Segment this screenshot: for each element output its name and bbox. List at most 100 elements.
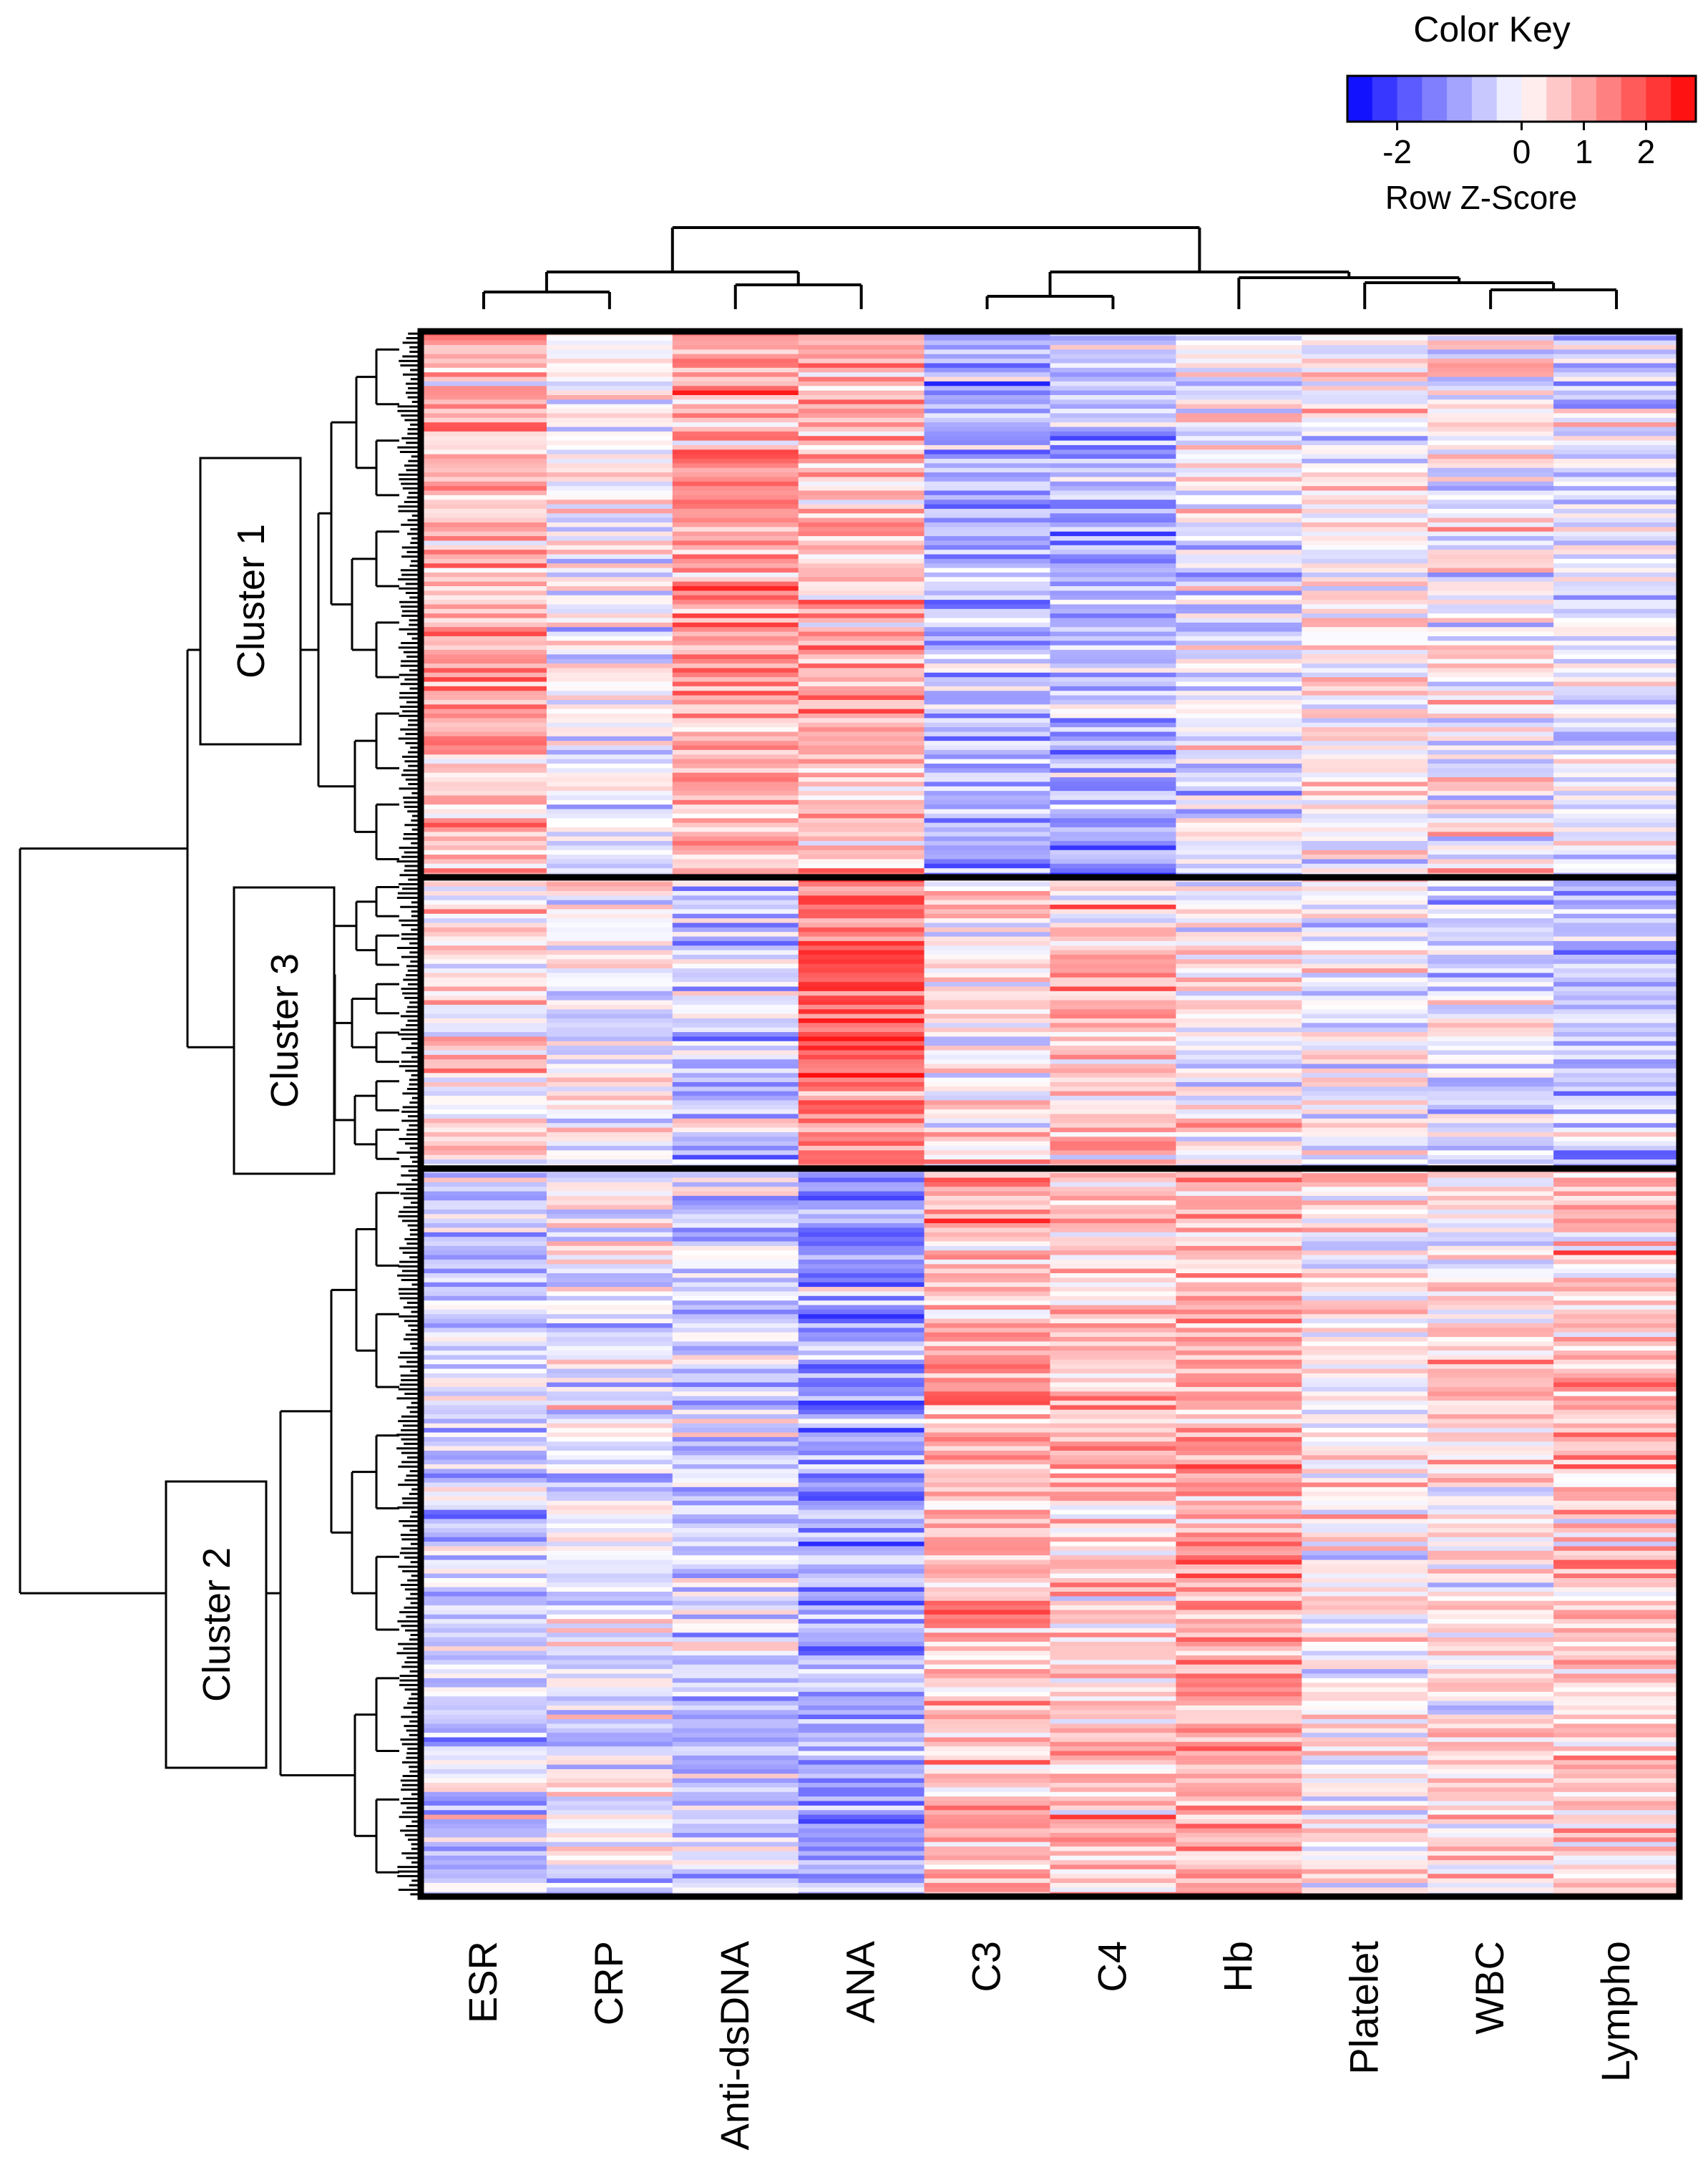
heatmap-cell [1553, 1318, 1680, 1324]
heatmap-cell [1302, 618, 1428, 623]
heatmap-cell [798, 1528, 925, 1533]
heatmap-cell [1302, 495, 1428, 500]
heatmap-cell [546, 1542, 673, 1547]
heatmap-cell [798, 791, 925, 797]
heatmap-cell [672, 1282, 799, 1288]
heatmap-cell [1302, 1796, 1428, 1802]
heatmap-cell [1302, 1300, 1428, 1306]
color-key-ticks: -2 0 1 2 [1382, 122, 1655, 170]
heatmap-cell [546, 1810, 673, 1816]
heatmap-cell [798, 909, 925, 915]
heatmap-cell [421, 354, 547, 359]
heatmap-cell [798, 986, 925, 992]
heatmap-cell [672, 663, 799, 669]
heatmap-cell [924, 1182, 1051, 1187]
heatmap-cell [1302, 1632, 1428, 1638]
heatmap-cell [1050, 608, 1176, 614]
heatmap-cell [672, 1455, 799, 1461]
heatmap-cell [1176, 345, 1302, 351]
heatmap-cell [672, 372, 799, 378]
heatmap-cell [421, 436, 547, 442]
heatmap-cell [1176, 372, 1302, 378]
heatmap-cell [924, 444, 1051, 450]
heatmap-cell [1176, 590, 1302, 596]
heatmap-cell [1553, 1819, 1680, 1824]
heatmap-cell [1302, 1473, 1428, 1479]
heatmap-cell [924, 386, 1051, 391]
heatmap-cell [546, 1073, 673, 1079]
heatmap-cell [1553, 804, 1680, 810]
heatmap-cell [1428, 1869, 1554, 1874]
heatmap-cell [672, 932, 799, 938]
heatmap-cell [798, 522, 925, 527]
heatmap-cell [672, 1532, 799, 1538]
heatmap-cell [672, 827, 799, 832]
heatmap-cell [672, 444, 799, 450]
heatmap-cell [546, 1177, 673, 1183]
heatmap-cell [1302, 636, 1428, 641]
heatmap-cell [1553, 890, 1680, 896]
heatmap-cell [798, 440, 925, 446]
heatmap-cell [1302, 1441, 1428, 1447]
heatmap-cell [1176, 1082, 1302, 1087]
heatmap-cell [1302, 759, 1428, 764]
heatmap-cell [1428, 855, 1554, 860]
heatmap-cell [798, 663, 925, 669]
heatmap-cell [672, 804, 799, 810]
heatmap-cell [1050, 1755, 1176, 1761]
heatmap-cell [672, 1187, 799, 1192]
heatmap-cell [546, 1041, 673, 1046]
heatmap-cell [798, 645, 925, 651]
heatmap-cell [421, 1509, 547, 1515]
heatmap-cell [1553, 895, 1680, 901]
heatmap-cell [798, 1860, 925, 1866]
heatmap-cell [924, 1041, 1051, 1046]
heatmap-cell [546, 540, 673, 546]
heatmap-cell [1050, 1295, 1176, 1301]
heatmap-cell [798, 977, 925, 983]
heatmap-cell [798, 1064, 925, 1069]
heatmap-cell [1553, 809, 1680, 814]
heatmap-cell [1553, 754, 1680, 760]
heatmap-cell [1176, 1874, 1302, 1879]
heatmap-cell [421, 668, 547, 673]
heatmap-cell [421, 1746, 547, 1752]
heatmap-cell [1302, 372, 1428, 378]
heatmap-cell [924, 481, 1051, 487]
heatmap-cell [1302, 531, 1428, 537]
heatmap-cell [1302, 1610, 1428, 1615]
heatmap-cell [546, 1355, 673, 1361]
heatmap-cell [1302, 1641, 1428, 1647]
heatmap-cell [1428, 399, 1554, 405]
heatmap-cell [421, 1241, 547, 1247]
heatmap-cell [924, 1728, 1051, 1733]
heatmap-cell [1428, 1364, 1554, 1370]
heatmap-cell [798, 513, 925, 519]
heatmap-cell [1176, 1232, 1302, 1237]
heatmap-cell [1176, 786, 1302, 792]
heatmap-cell [924, 1519, 1051, 1524]
heatmap-cell [421, 359, 547, 364]
heatmap-cell [1176, 1059, 1302, 1065]
heatmap-cell [1428, 1719, 1554, 1725]
heatmap-cell [1050, 1646, 1176, 1652]
heatmap-cell [421, 722, 547, 728]
heatmap-cell [798, 1141, 925, 1147]
heatmap-cell [798, 1778, 925, 1784]
heatmap-cell [798, 1796, 925, 1802]
color-key-swatches [1346, 74, 1697, 123]
heatmap-cell [1176, 973, 1302, 978]
heatmap-cell [798, 1091, 925, 1096]
heatmap-cell [546, 1710, 673, 1716]
heatmap-cell [672, 1287, 799, 1293]
heatmap-cell [546, 736, 673, 741]
heatmap-cell [798, 1305, 925, 1310]
heatmap-cell [1428, 1764, 1554, 1770]
heatmap-cell [1553, 1559, 1680, 1565]
heatmap-cell [1050, 977, 1176, 983]
heatmap-cell [1302, 1064, 1428, 1069]
heatmap-cell [421, 431, 547, 437]
heatmap-cell [1553, 1386, 1680, 1392]
heatmap-cell [924, 1077, 1051, 1083]
heatmap-cell [546, 1214, 673, 1220]
